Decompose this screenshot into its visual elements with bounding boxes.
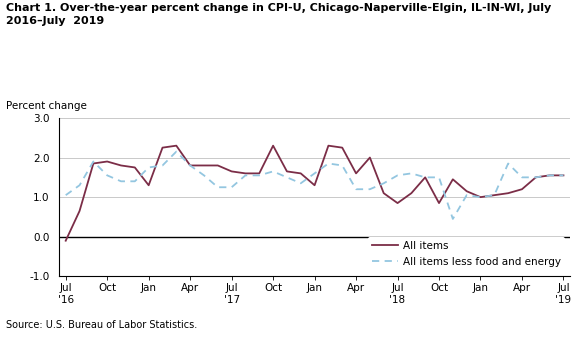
- All items: [477, 195, 484, 199]
- All items: [103, 159, 111, 163]
- All items less food and energy: [145, 165, 152, 170]
- All items less food and energy: [186, 163, 193, 167]
- All items: [62, 239, 69, 243]
- All items: [491, 193, 498, 197]
- All items: [463, 189, 470, 193]
- All items less food and energy: [546, 173, 553, 177]
- All items less food and energy: [256, 173, 263, 177]
- All items: [186, 163, 193, 167]
- Legend: All items, All items less food and energy: All items, All items less food and energ…: [368, 237, 565, 271]
- All items: [394, 201, 401, 205]
- All items: [159, 146, 166, 150]
- All items less food and energy: [269, 170, 276, 174]
- All items less food and energy: [173, 150, 180, 154]
- All items: [297, 171, 304, 175]
- All items: [366, 156, 373, 160]
- All items: [76, 209, 83, 213]
- All items less food and energy: [353, 187, 360, 191]
- Line: All items less food and energy: All items less food and energy: [66, 152, 563, 219]
- All items: [519, 187, 526, 191]
- All items: [90, 161, 97, 165]
- All items: [228, 170, 235, 174]
- All items less food and energy: [380, 181, 387, 185]
- All items less food and energy: [118, 179, 125, 183]
- All items less food and energy: [201, 173, 208, 177]
- All items: [422, 175, 429, 179]
- All items less food and energy: [532, 175, 539, 179]
- All items: [201, 163, 208, 167]
- All items: [269, 144, 276, 148]
- All items: [131, 165, 138, 170]
- All items: [436, 201, 443, 205]
- All items less food and energy: [408, 171, 415, 175]
- All items less food and energy: [228, 185, 235, 189]
- All items less food and energy: [366, 187, 373, 191]
- All items less food and energy: [422, 175, 429, 179]
- All items: [325, 144, 332, 148]
- All items: [145, 183, 152, 187]
- All items less food and energy: [90, 159, 97, 163]
- Text: Source: U.S. Bureau of Labor Statistics.: Source: U.S. Bureau of Labor Statistics.: [6, 320, 197, 330]
- Text: Percent change: Percent change: [6, 101, 87, 111]
- All items: [339, 146, 346, 150]
- All items less food and energy: [477, 195, 484, 199]
- All items less food and energy: [463, 193, 470, 197]
- Text: Chart 1. Over-the-year percent change in CPI-U, Chicago-Naperville-Elgin, IL-IN-: Chart 1. Over-the-year percent change in…: [6, 3, 551, 26]
- All items: [380, 191, 387, 195]
- All items: [256, 171, 263, 175]
- All items less food and energy: [325, 161, 332, 165]
- All items: [353, 171, 360, 175]
- All items less food and energy: [214, 185, 221, 189]
- All items less food and energy: [311, 171, 318, 175]
- All items: [532, 175, 539, 179]
- All items less food and energy: [297, 181, 304, 185]
- All items less food and energy: [62, 193, 69, 197]
- Line: All items: All items: [66, 146, 563, 241]
- All items: [311, 183, 318, 187]
- All items: [283, 170, 290, 174]
- All items: [449, 177, 456, 181]
- All items less food and energy: [560, 173, 567, 177]
- All items less food and energy: [505, 161, 512, 165]
- All items: [173, 144, 180, 148]
- All items less food and energy: [242, 173, 249, 177]
- All items: [242, 171, 249, 175]
- All items less food and energy: [283, 175, 290, 179]
- All items less food and energy: [339, 163, 346, 167]
- All items less food and energy: [103, 173, 111, 177]
- All items: [560, 173, 567, 177]
- All items less food and energy: [519, 175, 526, 179]
- All items less food and energy: [159, 163, 166, 167]
- All items less food and energy: [76, 183, 83, 187]
- All items: [505, 191, 512, 195]
- All items: [214, 163, 221, 167]
- All items: [408, 191, 415, 195]
- All items: [118, 163, 125, 167]
- All items less food and energy: [436, 175, 443, 179]
- All items: [546, 173, 553, 177]
- All items less food and energy: [131, 179, 138, 183]
- All items less food and energy: [394, 173, 401, 177]
- All items less food and energy: [491, 193, 498, 197]
- All items less food and energy: [449, 217, 456, 221]
